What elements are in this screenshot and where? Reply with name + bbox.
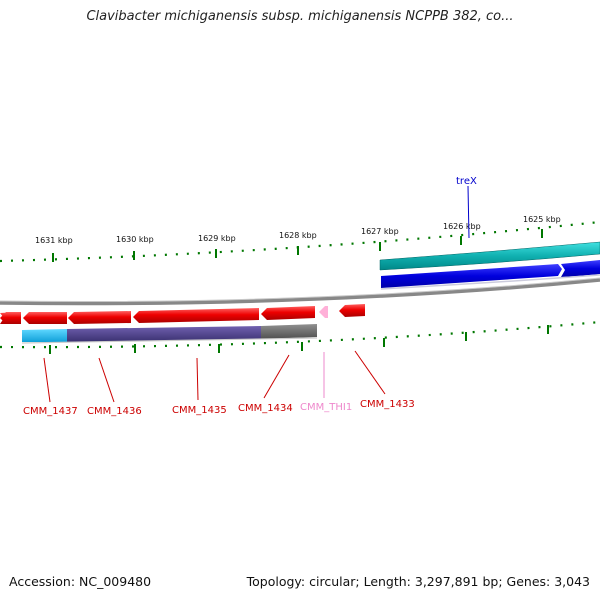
upper-major-ticks	[52, 229, 543, 262]
gene-label-CMM_1434[interactable]: CMM_1434	[238, 403, 293, 414]
forward-cds-next[interactable]	[561, 260, 600, 277]
lower-ruler	[0, 320, 600, 354]
gene-labels: treX CMM_1437 CMM_1436 CMM_1435 CMM_1434…	[23, 176, 477, 417]
gene-label-CMM_1437[interactable]: CMM_1437	[23, 406, 78, 417]
upper-ruler-dots	[0, 220, 600, 263]
cds-CMM_1435[interactable]	[133, 308, 259, 323]
cds-CMM_1436[interactable]	[23, 312, 67, 324]
leader-CMM_1433	[354, 350, 386, 395]
leader-treX	[467, 185, 470, 239]
lower-major-ticks	[49, 325, 549, 354]
gene-label-CMM_1435[interactable]: CMM_1435	[172, 405, 227, 416]
forward-cds-shadow	[380, 274, 600, 290]
gene-label-CMM_THI1[interactable]: CMM_THI1	[300, 402, 352, 413]
reverse-feature-grey[interactable]	[261, 324, 317, 339]
gene-label-treX[interactable]: treX	[456, 176, 477, 187]
page-title: Clavibacter michiganensis subsp. michiga…	[86, 9, 514, 24]
leader-CMM_1434	[263, 354, 290, 399]
genome-backbone	[0, 277, 600, 306]
leader-CMM_1435	[196, 357, 199, 401]
upper-ruler: 1631 kbp 1630 kbp 1629 kbp 1628 kbp 1627…	[0, 215, 600, 263]
accession-label: Accession: NC_009480	[9, 574, 152, 589]
gene-label-CMM_1433[interactable]: CMM_1433	[360, 399, 415, 410]
gene-label-CMM_1436[interactable]: CMM_1436	[87, 406, 142, 417]
cds-CMM_THI1[interactable]	[319, 306, 328, 318]
reverse-feature-band	[21, 324, 318, 344]
reverse-feature-sky[interactable]	[22, 329, 67, 342]
forward-strand	[379, 241, 600, 290]
ruler-label-1627: 1627 kbp	[361, 227, 399, 236]
reverse-strand	[0, 304, 365, 324]
backbone-line	[0, 278, 600, 306]
ruler-label-1626: 1626 kbp	[443, 222, 481, 231]
forward-feature-treX-band[interactable]	[379, 241, 600, 271]
backbone-highlight	[0, 277, 600, 303]
cds-CMM_1434[interactable]	[261, 306, 315, 320]
forward-cds-treX[interactable]	[381, 264, 562, 288]
ruler-label-1630: 1630 kbp	[116, 235, 154, 244]
ruler-label-1625: 1625 kbp	[523, 215, 561, 224]
cds-CMM_1435a[interactable]	[68, 311, 131, 324]
leader-CMM_1436	[98, 357, 115, 403]
reverse-feature-purple[interactable]	[67, 326, 261, 342]
ruler-labels: 1631 kbp 1630 kbp 1629 kbp 1628 kbp 1627…	[35, 215, 561, 245]
leader-CMM_1437	[43, 357, 51, 403]
cds-CMM_1433[interactable]	[339, 304, 365, 317]
genome-summary: Topology: circular; Length: 3,297,891 bp…	[246, 574, 590, 589]
reverse-feature-shadow	[21, 337, 318, 344]
cds-CMM_1437-head[interactable]	[0, 312, 21, 324]
ruler-label-1628: 1628 kbp	[279, 231, 317, 240]
ruler-label-1631: 1631 kbp	[35, 236, 73, 245]
ruler-label-1629: 1629 kbp	[198, 234, 236, 243]
